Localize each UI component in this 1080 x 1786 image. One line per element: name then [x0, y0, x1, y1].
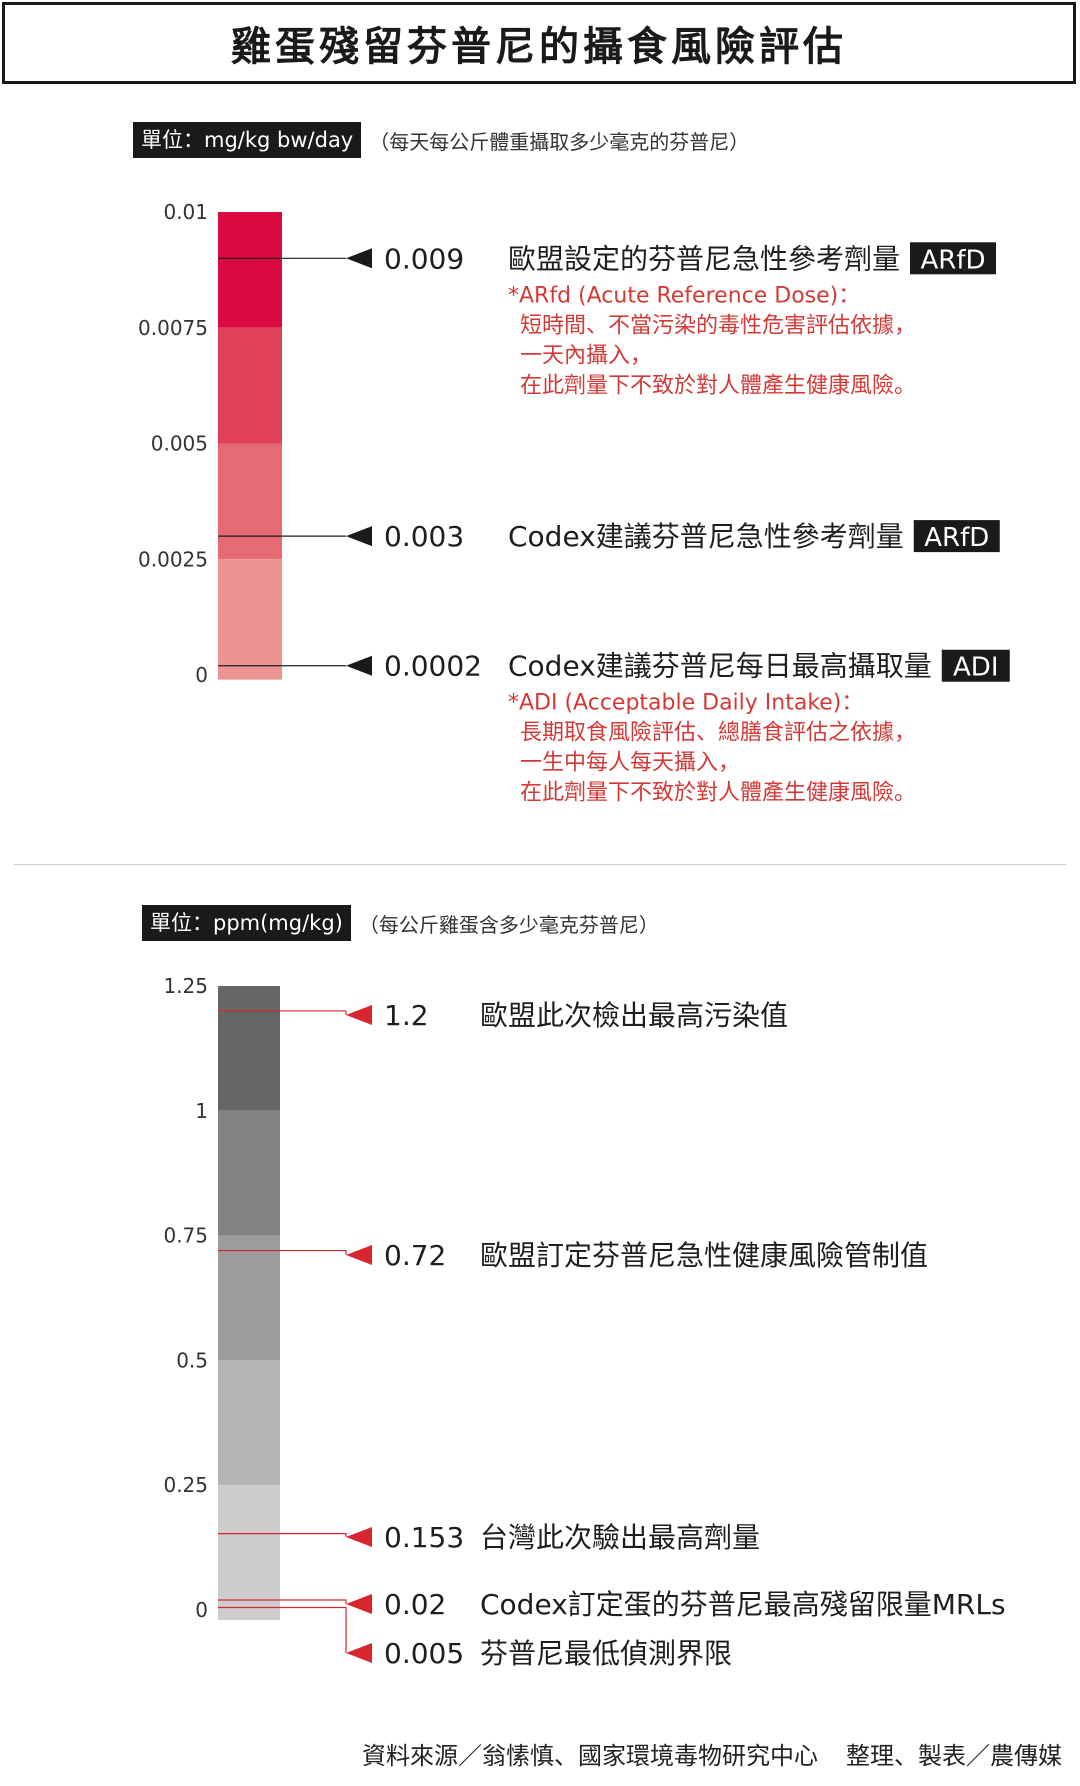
annotation-value: 0.153: [384, 1521, 464, 1554]
annotation-text: 芬普尼最低偵測界限: [480, 1637, 732, 1670]
badge-background: [910, 242, 997, 275]
bar-segment: [218, 327, 282, 444]
tick-label: 1: [195, 1099, 208, 1123]
annotation-text: Codex建議芬普尼急性參考劑量: [508, 520, 904, 553]
annotation-leader-line: [218, 1599, 347, 1604]
unit-row-1: 單位：mg/kg bw/day （每天每公斤體重攝取多少毫克的芬普尼）: [133, 122, 749, 158]
annotation-text: 台灣此次驗出最高劑量: [480, 1521, 760, 1554]
annotation-text: 歐盟此次檢出最高污染值: [480, 999, 788, 1032]
badge-background: [913, 520, 1000, 553]
annotation-note: 一天內攝入，: [520, 343, 652, 368]
annotation-badge: ARfD: [924, 523, 989, 553]
tick-label: 0.005: [151, 432, 208, 456]
bar-segment: [218, 212, 282, 328]
unit-badge: 單位：mg/kg bw/day: [133, 122, 362, 158]
annotation-note: *ARfd (Acute Reference Dose)：: [508, 283, 860, 308]
section-divider: [14, 864, 1066, 865]
unit-note: （每天每公斤體重攝取多少毫克的芬普尼）: [369, 129, 750, 154]
annotation-text: 歐盟設定的芬普尼急性參考劑量: [508, 242, 900, 275]
annotation-note: 長期取食風險評估、總膳食評估之依據，: [520, 721, 916, 746]
bar-segment: [218, 559, 282, 680]
tick-label: 1.25: [163, 974, 208, 998]
annotation-note: 短時間、不當污染的毒性危害評估依據，: [520, 313, 916, 338]
title-box: 雞蛋殘留芬普尼的攝食風險評估: [2, 2, 1076, 84]
pointer-arrow-icon: [346, 1527, 372, 1547]
unit-row-2: 單位：ppm(mg/kg) （每公斤雞蛋含多少毫克芬普尼）: [142, 905, 659, 941]
annotation-badge: ADI: [953, 653, 998, 683]
annotation-value: 1.2: [384, 999, 429, 1032]
bar-segment: [218, 1235, 280, 1361]
unit-note: （每公斤雞蛋含多少毫克芬普尼）: [358, 912, 659, 937]
annotation-leader-line: [218, 1249, 347, 1255]
chart-arfd-adi: 0.01 0.0075 0.005 0.0025 0 0.009 歐盟設定的芬普尼急性參考劑…: [138, 200, 1010, 806]
pointer-arrow-icon: [346, 1594, 372, 1614]
pointer-arrow-icon: [346, 1245, 372, 1265]
tick-label: 0.5: [176, 1348, 208, 1372]
annotation-badge: ARfD: [921, 245, 986, 275]
annotation-value: 0.0002: [384, 650, 482, 683]
bar-segment: [218, 443, 282, 560]
pointer-arrow-icon: [346, 526, 372, 547]
tick-label: 0.75: [163, 1224, 208, 1248]
pointer-arrow-icon: [346, 1643, 372, 1663]
annotation-value: 0.005: [384, 1637, 464, 1670]
annotation-note: 在此劑量下不致於對人體產生健康風險。: [520, 373, 916, 398]
annotation-text: Codex訂定蛋的芬普尼最高殘留限量MRLs: [480, 1588, 1006, 1621]
footer-source: 資料來源／翁愫慎、國家環境毒物研究中心: [362, 1742, 818, 1770]
tick-label: 0: [195, 1598, 208, 1622]
annotation-leader-line: [218, 1533, 347, 1537]
bar-segment: [218, 1485, 280, 1620]
unit-badge: 單位：ppm(mg/kg): [142, 905, 351, 941]
tick-label: 0.0025: [138, 547, 208, 571]
bar-segment: [218, 1360, 280, 1486]
annotation-value: 0.02: [384, 1588, 446, 1621]
annotation-value: 0.72: [384, 1239, 446, 1272]
annotation-value: 0.009: [384, 242, 464, 275]
footer: 資料來源／翁愫慎、國家環境毒物研究中心 整理、製表／農傳媒: [362, 1736, 1062, 1771]
annotation-leader-line: [218, 1010, 347, 1015]
tick-label: 0.25: [163, 1473, 208, 1497]
pointer-arrow-icon: [346, 655, 372, 676]
annotation-note: 在此劑量下不致於對人體產生健康風險。: [520, 781, 916, 806]
pointer-arrow-icon: [346, 248, 372, 269]
pointer-arrow-icon: [346, 1005, 372, 1025]
tick-label: 0.0075: [138, 316, 208, 340]
annotation-text: Codex建議芬普尼每日最高攝取量: [508, 650, 932, 683]
annotation-leader-line: [218, 1606, 347, 1653]
badge-background: [941, 649, 1010, 682]
bar-segment: [218, 1110, 280, 1236]
annotation-value: 0.003: [384, 520, 464, 553]
chart-ppm: 1.25 1 0.75 0.5 0.25 0 1.2 歐盟此次檢出最高污染值 0.72 歐盟訂定芬…: [163, 974, 1006, 1670]
page-title: 雞蛋殘留芬普尼的攝食風險評估: [231, 24, 847, 70]
footer-credit: 整理、製表／農傳媒: [846, 1742, 1062, 1770]
tick-label: 0.01: [163, 200, 208, 224]
annotation-note: 一生中每人每天攝入，: [520, 751, 740, 776]
annotation-text: 歐盟訂定芬普尼急性健康風險管制值: [480, 1239, 928, 1272]
annotation-note: *ADI (Acceptable Daily Intake)：: [508, 691, 863, 716]
tick-label: 0: [195, 663, 208, 687]
bar-segment: [218, 986, 280, 1111]
